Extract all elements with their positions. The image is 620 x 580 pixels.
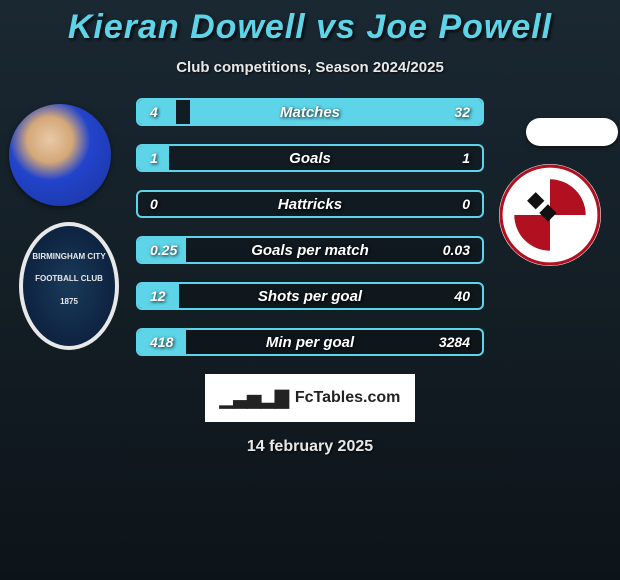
logo-text: FcTables.com <box>295 389 401 407</box>
club-left-badge <box>19 222 119 350</box>
player-left-avatar <box>9 104 111 206</box>
stat-label: Goals <box>138 146 482 170</box>
comparison-area: 432Matches 11Goals 00Hattricks 0.250.03Goal… <box>0 98 620 356</box>
club-right-badge <box>499 164 601 266</box>
chart-icon: ▁▃▅▂▇ <box>220 388 289 409</box>
stat-label: Shots per goal <box>138 284 482 308</box>
stat-row: 1240Shots per goal <box>136 282 484 310</box>
stat-row: 0.250.03Goals per match <box>136 236 484 264</box>
stat-bars: 432Matches 11Goals 00Hattricks 0.250.03Goal… <box>136 98 484 356</box>
date-label: 14 february 2025 <box>0 438 620 456</box>
stat-label: Goals per match <box>138 238 482 262</box>
subtitle: Club competitions, Season 2024/2025 <box>0 59 620 76</box>
stat-label: Min per goal <box>138 330 482 354</box>
stat-row: 432Matches <box>136 98 484 126</box>
player-right-avatar <box>526 118 618 146</box>
stat-row: 11Goals <box>136 144 484 172</box>
stat-label: Hattricks <box>138 192 482 216</box>
page-title: Kieran Dowell vs Joe Powell <box>0 0 620 47</box>
stat-row: 4183284Min per goal <box>136 328 484 356</box>
fctables-logo: ▁▃▅▂▇ FcTables.com <box>205 374 415 422</box>
stat-label: Matches <box>138 100 482 124</box>
stat-row: 00Hattricks <box>136 190 484 218</box>
